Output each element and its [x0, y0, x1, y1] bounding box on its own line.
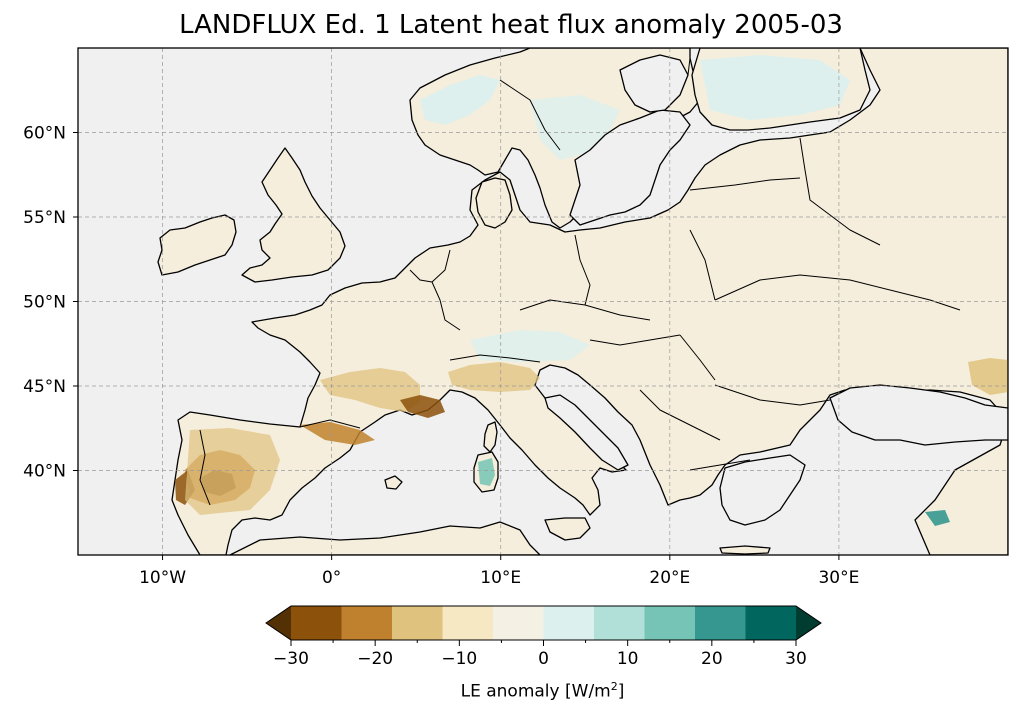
border-czech-slovakia [584, 304, 651, 321]
colorbar-segment [392, 606, 443, 640]
lon-tick-label: 30°E [818, 568, 859, 588]
lat-tick-label: 60°N [23, 124, 66, 144]
colorbar-label-suffix: ] [617, 681, 625, 702]
anomaly-overlays [175, 55, 1008, 526]
colorbar-extend-max [796, 606, 821, 640]
border-france-germany [431, 281, 461, 331]
gridlines [78, 48, 1008, 555]
colorbar-label-superscript: 2 [610, 680, 618, 693]
anomaly-southern-france [320, 368, 420, 412]
colorbar-segment [745, 606, 797, 640]
axis-ticks: 10°W 0° 10°E 20°E 30°E 40°N 45°N 50°N 55°N 60°N [23, 124, 859, 589]
colorbar-tick-label: 30 [785, 649, 807, 669]
colorbar-segment [644, 606, 696, 640]
colorbar-segment [594, 606, 645, 640]
land-denmark [475, 177, 513, 229]
anomaly-finland [700, 55, 850, 120]
colorbar-segment [442, 606, 494, 640]
anomaly-anatolia [925, 510, 950, 526]
colorbar-segment [291, 606, 342, 640]
lon-tick-label: 10°W [139, 568, 186, 588]
land-corsica [483, 421, 498, 453]
border-baltics [689, 177, 801, 191]
border-sweden-norway [499, 79, 561, 151]
lat-tick-label: 40°N [23, 462, 66, 482]
lon-tick-label: 10°E [480, 568, 521, 588]
colorbar-tick-label: 20 [701, 649, 723, 669]
country-borders [199, 57, 961, 506]
land-ireland [157, 214, 237, 276]
colorbar-segment [695, 606, 746, 640]
border-romania-bulgaria [714, 384, 831, 406]
border-benelux [409, 249, 451, 283]
colorbar-extend-min [266, 606, 291, 640]
anomaly-norway [420, 75, 500, 125]
border-germany-czech [519, 299, 586, 311]
border-ukraine [714, 274, 961, 311]
colorbar-label: LE anomaly [W/m2] [0, 680, 1022, 702]
anomaly-iberia-mild [185, 428, 280, 515]
border-poland-belarus [689, 229, 716, 301]
colorbar-label-prefix: LE anomaly [W/m [460, 681, 611, 702]
border-russia-west [799, 137, 881, 246]
border-france-spain [299, 419, 361, 429]
sea-aegean [719, 454, 806, 526]
lon-tick-label: 20°E [649, 568, 690, 588]
border-italy-switzerland [449, 354, 541, 363]
lat-tick-label: 45°N [23, 377, 66, 397]
colorbar-tick-label: −10 [441, 649, 477, 669]
land-north-africa [229, 521, 541, 555]
border-greece [689, 459, 751, 471]
lon-tick-label: 0° [322, 568, 341, 588]
anomaly-provence [400, 395, 445, 418]
colorbar-tick-label: 10 [617, 649, 639, 669]
sea-baltic [569, 109, 691, 226]
land-crete [719, 545, 771, 555]
border-austria-hungary [589, 334, 681, 346]
anomaly-ebro [300, 422, 375, 445]
map-title: LANDFLUX Ed. 1 Latent heat flux anomaly … [179, 10, 843, 40]
lat-tick-label: 50°N [23, 293, 66, 313]
colorbar-segment [543, 606, 595, 640]
land-great-britain [241, 147, 346, 283]
anomaly-sardinia [478, 458, 495, 486]
border-hungary-romania [679, 334, 716, 381]
border-sweden-finland [687, 57, 691, 76]
colorbar-segment [341, 606, 393, 640]
sea-black-sea [829, 384, 1008, 446]
inland-seas [544, 54, 1008, 526]
colorbar: −30 −20 −10 0 10 20 30 [265, 605, 822, 669]
lat-tick-label: 55°N [23, 208, 66, 228]
colorbar-tick-label: −20 [357, 649, 393, 669]
anomaly-po-valley [448, 362, 540, 392]
colorbar-tick-label: −30 [273, 649, 309, 669]
sea-gulf-of-bothnia [619, 54, 689, 113]
land-mallorca [384, 475, 403, 490]
land-sicily [544, 517, 591, 541]
sea-adriatic [544, 394, 629, 471]
border-germany-poland [574, 234, 591, 306]
border-spain-portugal [199, 429, 211, 506]
border-balkans [639, 389, 721, 441]
colorbar-segment [493, 606, 544, 640]
colorbar-tick-label: 0 [538, 649, 549, 669]
anomaly-central-europe [470, 330, 590, 362]
